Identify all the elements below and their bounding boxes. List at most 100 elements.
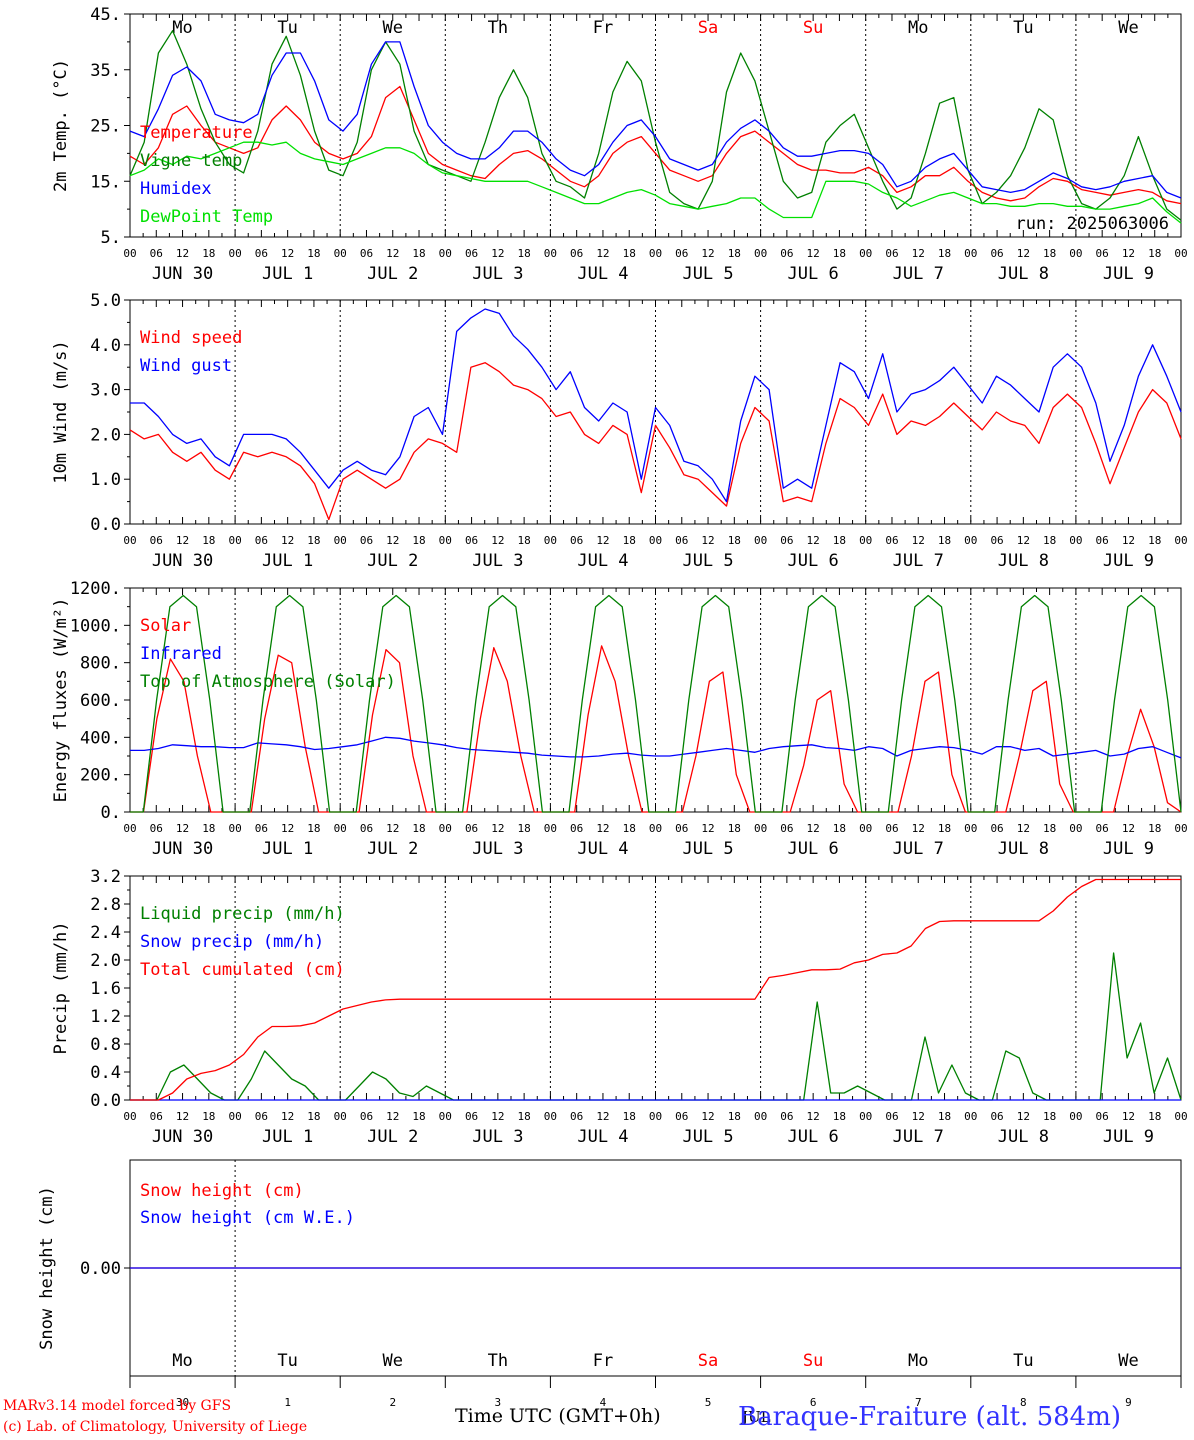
x-hour-label: 06 xyxy=(465,534,478,547)
x-hour-label: 06 xyxy=(360,534,373,547)
x-hour-label: 06 xyxy=(150,822,163,835)
x-hour-label: 18 xyxy=(1148,247,1161,260)
x-hour-label: 12 xyxy=(1122,247,1135,260)
weekday-label: Fr xyxy=(593,18,613,38)
x-hour-label: 06 xyxy=(990,534,1003,547)
x-hour-label: 00 xyxy=(754,1110,767,1123)
x-hour-label: 06 xyxy=(1096,534,1109,547)
x-date-label: JUL 3 xyxy=(472,551,523,571)
x-hour-label: 06 xyxy=(990,822,1003,835)
weekday-label: Fr xyxy=(593,1351,613,1371)
y-tick-label: 1200. xyxy=(70,579,121,599)
x-hour-label: 12 xyxy=(807,534,820,547)
x-hour-label: 06 xyxy=(1096,1110,1109,1123)
x-hour-label: 12 xyxy=(386,534,399,547)
x-hour-label: 06 xyxy=(465,822,478,835)
x-hour-label: 00 xyxy=(1069,1110,1082,1123)
x-date-label: JUL 5 xyxy=(682,839,733,859)
x-hour-label: 12 xyxy=(281,1110,294,1123)
x-hour-label: 12 xyxy=(807,822,820,835)
x-date-label: JUL 7 xyxy=(893,264,944,284)
y-tick-label: 0.0 xyxy=(90,1091,121,1111)
x-hour-label: 18 xyxy=(307,534,320,547)
legend-item: Infrared xyxy=(140,644,222,664)
x-hour-label: 18 xyxy=(833,247,846,260)
x-hour-label: 00 xyxy=(123,534,136,547)
x-hour-label: 00 xyxy=(228,534,241,547)
x-hour-label: 00 xyxy=(1174,1110,1187,1123)
x-hour-label: 06 xyxy=(255,822,268,835)
x-hour-label: 06 xyxy=(360,247,373,260)
legend-item: Snow precip (mm/h) xyxy=(140,932,324,952)
x-hour-label: 18 xyxy=(412,1110,425,1123)
x-hour-label: 18 xyxy=(412,822,425,835)
x-date-label: JUL 8 xyxy=(998,1127,1049,1147)
x-hour-label: 06 xyxy=(570,534,583,547)
y-tick-label: 3.2 xyxy=(90,867,121,887)
y-tick-label: 45. xyxy=(90,5,121,25)
x-hour-label: 12 xyxy=(491,247,504,260)
series-line-total-cumulated-cm xyxy=(130,878,1181,1101)
legend-item: Solar xyxy=(140,616,191,636)
x-date-label: JUN 30 xyxy=(152,839,213,859)
x-hour-label: 00 xyxy=(754,534,767,547)
x-hour-label: 18 xyxy=(1148,1110,1161,1123)
x-hour-label: 18 xyxy=(202,247,215,260)
x-hour-label: 00 xyxy=(1069,534,1082,547)
x-date-label: JUL 4 xyxy=(577,1127,628,1147)
x-hour-label: 06 xyxy=(675,247,688,260)
x-hour-label: 18 xyxy=(412,534,425,547)
x-hour-label: 12 xyxy=(491,534,504,547)
legend-item: Wind gust xyxy=(140,356,232,376)
x-date-label: JUL 9 xyxy=(1103,264,1154,284)
x-hour-label: 00 xyxy=(859,1110,872,1123)
x-hour-label: 18 xyxy=(833,1110,846,1123)
x-hour-label: 18 xyxy=(518,822,531,835)
x-hour-label: 06 xyxy=(885,247,898,260)
x-hour-label: 12 xyxy=(912,822,925,835)
x-hour-label: 18 xyxy=(307,247,320,260)
x-hour-label: 18 xyxy=(1148,534,1161,547)
weekday-label: Tu xyxy=(277,18,297,38)
x-date-label: JUL 8 xyxy=(998,264,1049,284)
x-date-label: JUL 7 xyxy=(893,551,944,571)
x-hour-label: 12 xyxy=(386,822,399,835)
x-hour-label: 06 xyxy=(1096,822,1109,835)
x-hour-label: 06 xyxy=(465,1110,478,1123)
weekday-label: We xyxy=(1118,18,1138,38)
weekday-label: Th xyxy=(488,1351,508,1371)
x-date-label: JUL 5 xyxy=(682,1127,733,1147)
series-line-temperature xyxy=(129,85,1182,205)
day-number-label: 9 xyxy=(1125,1396,1132,1409)
y-tick-label: 2.0 xyxy=(90,425,121,445)
x-hour-label: 12 xyxy=(176,534,189,547)
x-date-label: JUL 1 xyxy=(262,264,313,284)
x-date-label: JUL 2 xyxy=(367,551,418,571)
x-hour-label: 00 xyxy=(649,247,662,260)
x-hour-label: 18 xyxy=(833,534,846,547)
x-hour-label: 06 xyxy=(150,534,163,547)
y-tick-label: 35. xyxy=(90,61,121,81)
x-hour-label: 12 xyxy=(281,822,294,835)
x-hour-label: 12 xyxy=(912,534,925,547)
series-line-humidex xyxy=(129,41,1182,199)
day-number-label: 1 xyxy=(284,1396,291,1409)
x-hour-label: 12 xyxy=(176,1110,189,1123)
legend-item: Total cumulated (cm) xyxy=(140,960,345,980)
x-hour-label: 06 xyxy=(360,822,373,835)
day-number-label: 2 xyxy=(389,1396,396,1409)
x-date-label: JUL 9 xyxy=(1103,1127,1154,1147)
y-axis-label: 10m Wind (m/s) xyxy=(51,340,71,483)
x-hour-label: 00 xyxy=(439,247,452,260)
x-date-label: JUL 2 xyxy=(367,264,418,284)
x-hour-label: 00 xyxy=(334,1110,347,1123)
y-tick-label: 0. xyxy=(101,803,121,823)
x-hour-label: 06 xyxy=(675,1110,688,1123)
x-hour-label: 18 xyxy=(623,534,636,547)
y-axis-label: Precip (mm/h) xyxy=(51,921,71,1054)
y-tick-label: 400. xyxy=(80,728,121,748)
legend-item: Humidex xyxy=(140,179,212,199)
day-number-label: 30 xyxy=(176,1396,189,1409)
day-number-label: 7 xyxy=(915,1396,922,1409)
x-hour-label: 00 xyxy=(859,534,872,547)
